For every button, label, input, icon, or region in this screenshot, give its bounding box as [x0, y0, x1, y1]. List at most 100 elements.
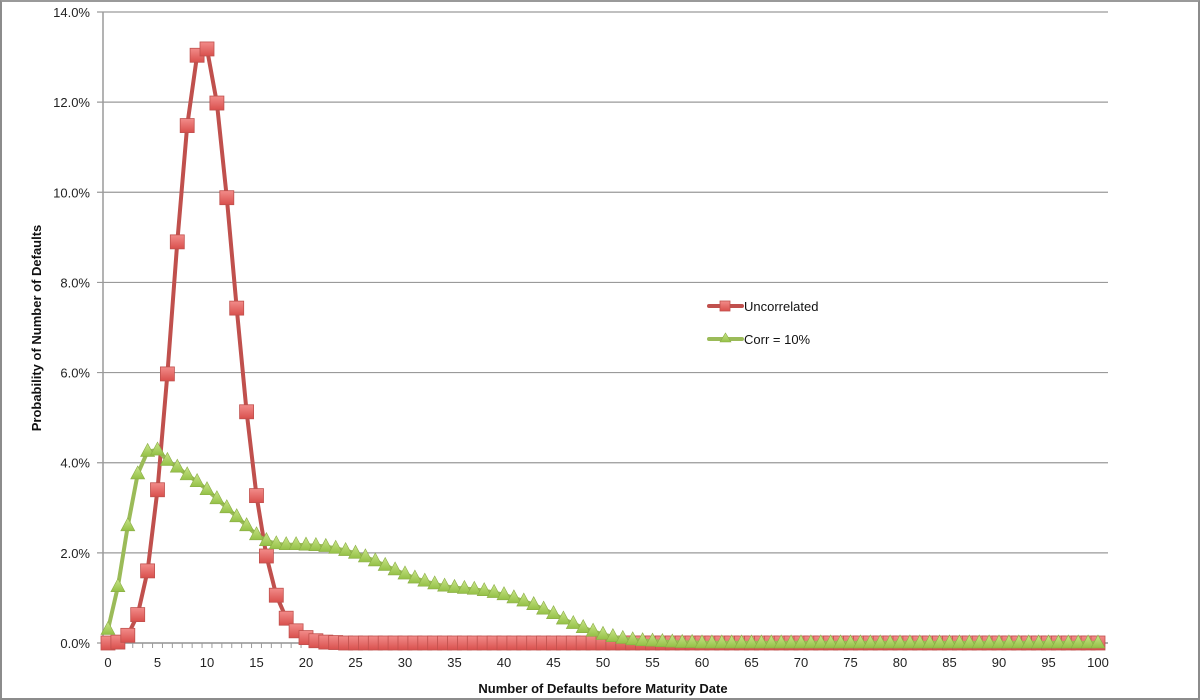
triangle-marker-icon: [456, 579, 472, 594]
x-tick-label: 70: [794, 655, 808, 670]
x-tick-label: 50: [596, 655, 610, 670]
triangle-marker-icon: [149, 441, 166, 456]
triangle-marker-icon: [338, 541, 354, 556]
y-axis-title: Probability of Number of Defaults: [29, 225, 44, 432]
triangle-marker-icon: [664, 633, 680, 648]
triangle-marker-icon: [496, 586, 512, 601]
triangle-marker-icon: [833, 634, 849, 649]
triangle-marker-icon: [437, 577, 453, 592]
x-axis-title: Number of Defaults before Maturity Date: [478, 681, 727, 696]
triangle-marker-icon: [605, 628, 621, 642]
x-tick-label: 45: [546, 655, 560, 670]
x-tick-label: 25: [348, 655, 362, 670]
x-tick-label: 85: [942, 655, 956, 670]
triangle-marker-icon: [130, 465, 146, 480]
x-tick-label: 15: [249, 655, 263, 670]
triangle-marker-icon: [961, 634, 977, 649]
gridlines: [97, 11, 1108, 644]
triangle-marker-icon: [140, 442, 156, 457]
triangle-marker-icon: [1070, 634, 1086, 649]
triangle-marker-icon: [1031, 634, 1047, 649]
triangle-marker-icon: [753, 634, 769, 649]
triangle-marker-icon: [981, 634, 997, 649]
triangle-marker-icon: [951, 634, 967, 649]
triangle-marker-icon: [704, 634, 720, 649]
square-marker-icon: [219, 190, 235, 206]
triangle-marker-icon: [922, 634, 938, 649]
triangle-marker-icon: [1050, 634, 1066, 649]
triangle-marker-icon: [407, 569, 423, 584]
legend: Uncorrelated Corr = 10%: [707, 299, 818, 347]
x-tick-label: 90: [992, 655, 1006, 670]
square-marker-icon: [169, 234, 185, 250]
triangle-marker-icon: [446, 578, 463, 593]
square-marker-icon: [159, 366, 175, 382]
triangle-marker-icon: [902, 634, 918, 649]
x-tick-label: 80: [893, 655, 907, 670]
square-marker-icon: [278, 610, 294, 626]
legend-label-corr-10: Corr = 10%: [744, 332, 811, 347]
triangle-marker-icon: [248, 526, 265, 541]
triangle-marker-icon: [417, 572, 433, 587]
x-axis-tick-labels: 0 5 10 15 20 25 30 35 40 45 50 55 60 65 70 75 80 85 90 95 10…: [104, 655, 1108, 670]
square-marker-icon: [268, 587, 284, 603]
triangle-marker-icon: [842, 634, 859, 649]
square-marker-icon: [199, 41, 215, 57]
triangle-marker-icon: [565, 614, 581, 629]
triangle-marker-icon: [1011, 634, 1027, 649]
x-tick-label: 95: [1041, 655, 1055, 670]
triangle-marker-icon: [545, 605, 562, 620]
x-tick-label: 0: [104, 655, 111, 670]
triangle-marker-icon: [674, 633, 690, 648]
series-line: [107, 46, 1098, 645]
triangle-marker-icon: [486, 583, 502, 598]
triangle-marker-icon: [278, 536, 294, 551]
legend-item-corr-10: Corr = 10%: [707, 332, 811, 347]
triangle-marker-icon: [892, 634, 908, 649]
triangle-marker-icon: [932, 634, 948, 649]
triangle-marker-icon: [615, 629, 631, 644]
triangle-marker-icon: [743, 634, 760, 649]
triangle-marker-icon: [199, 481, 215, 496]
triangle-marker-icon: [357, 548, 373, 563]
triangle-marker-icon: [763, 634, 779, 649]
triangle-marker-icon: [714, 634, 730, 649]
triangle-marker-icon: [169, 458, 185, 473]
triangle-marker-icon: [516, 592, 532, 607]
triangle-marker-icon: [1080, 634, 1096, 649]
series-layer: [100, 41, 1106, 651]
square-marker-icon: [130, 607, 146, 623]
triangle-marker-icon: [179, 466, 195, 481]
x-tick-label: 65: [744, 655, 758, 670]
triangle-marker-icon: [308, 537, 324, 551]
triangle-marker-icon: [719, 332, 732, 343]
triangle-marker-icon: [1040, 634, 1057, 649]
y-tick-label: 0.0%: [60, 636, 90, 651]
x-tick-label: 40: [497, 655, 511, 670]
triangle-marker-icon: [258, 532, 274, 546]
triangle-marker-icon: [852, 634, 868, 649]
triangle-marker-icon: [476, 582, 492, 597]
triangle-marker-icon: [377, 556, 393, 571]
square-marker-icon: [249, 488, 264, 504]
triangle-marker-icon: [734, 634, 750, 649]
legend-label-uncorrelated: Uncorrelated: [744, 299, 818, 314]
triangle-marker-icon: [318, 537, 334, 552]
square-marker-icon: [229, 300, 245, 316]
y-tick-label: 10.0%: [53, 185, 90, 200]
triangle-marker-icon: [773, 634, 789, 649]
triangle-marker-icon: [625, 631, 641, 646]
triangle-marker-icon: [347, 544, 364, 559]
x-tick-label: 100: [1087, 655, 1109, 670]
triangle-marker-icon: [585, 622, 601, 637]
triangle-marker-icon: [367, 552, 383, 567]
triangle-marker-icon: [387, 561, 403, 576]
y-tick-label: 14.0%: [53, 5, 90, 20]
triangle-marker-icon: [644, 632, 661, 647]
triangle-marker-icon: [912, 634, 928, 649]
triangle-marker-icon: [328, 539, 344, 554]
triangle-marker-icon: [635, 632, 651, 647]
y-tick-label: 8.0%: [60, 275, 90, 290]
triangle-marker-icon: [862, 634, 878, 649]
triangle-marker-icon: [209, 490, 225, 505]
